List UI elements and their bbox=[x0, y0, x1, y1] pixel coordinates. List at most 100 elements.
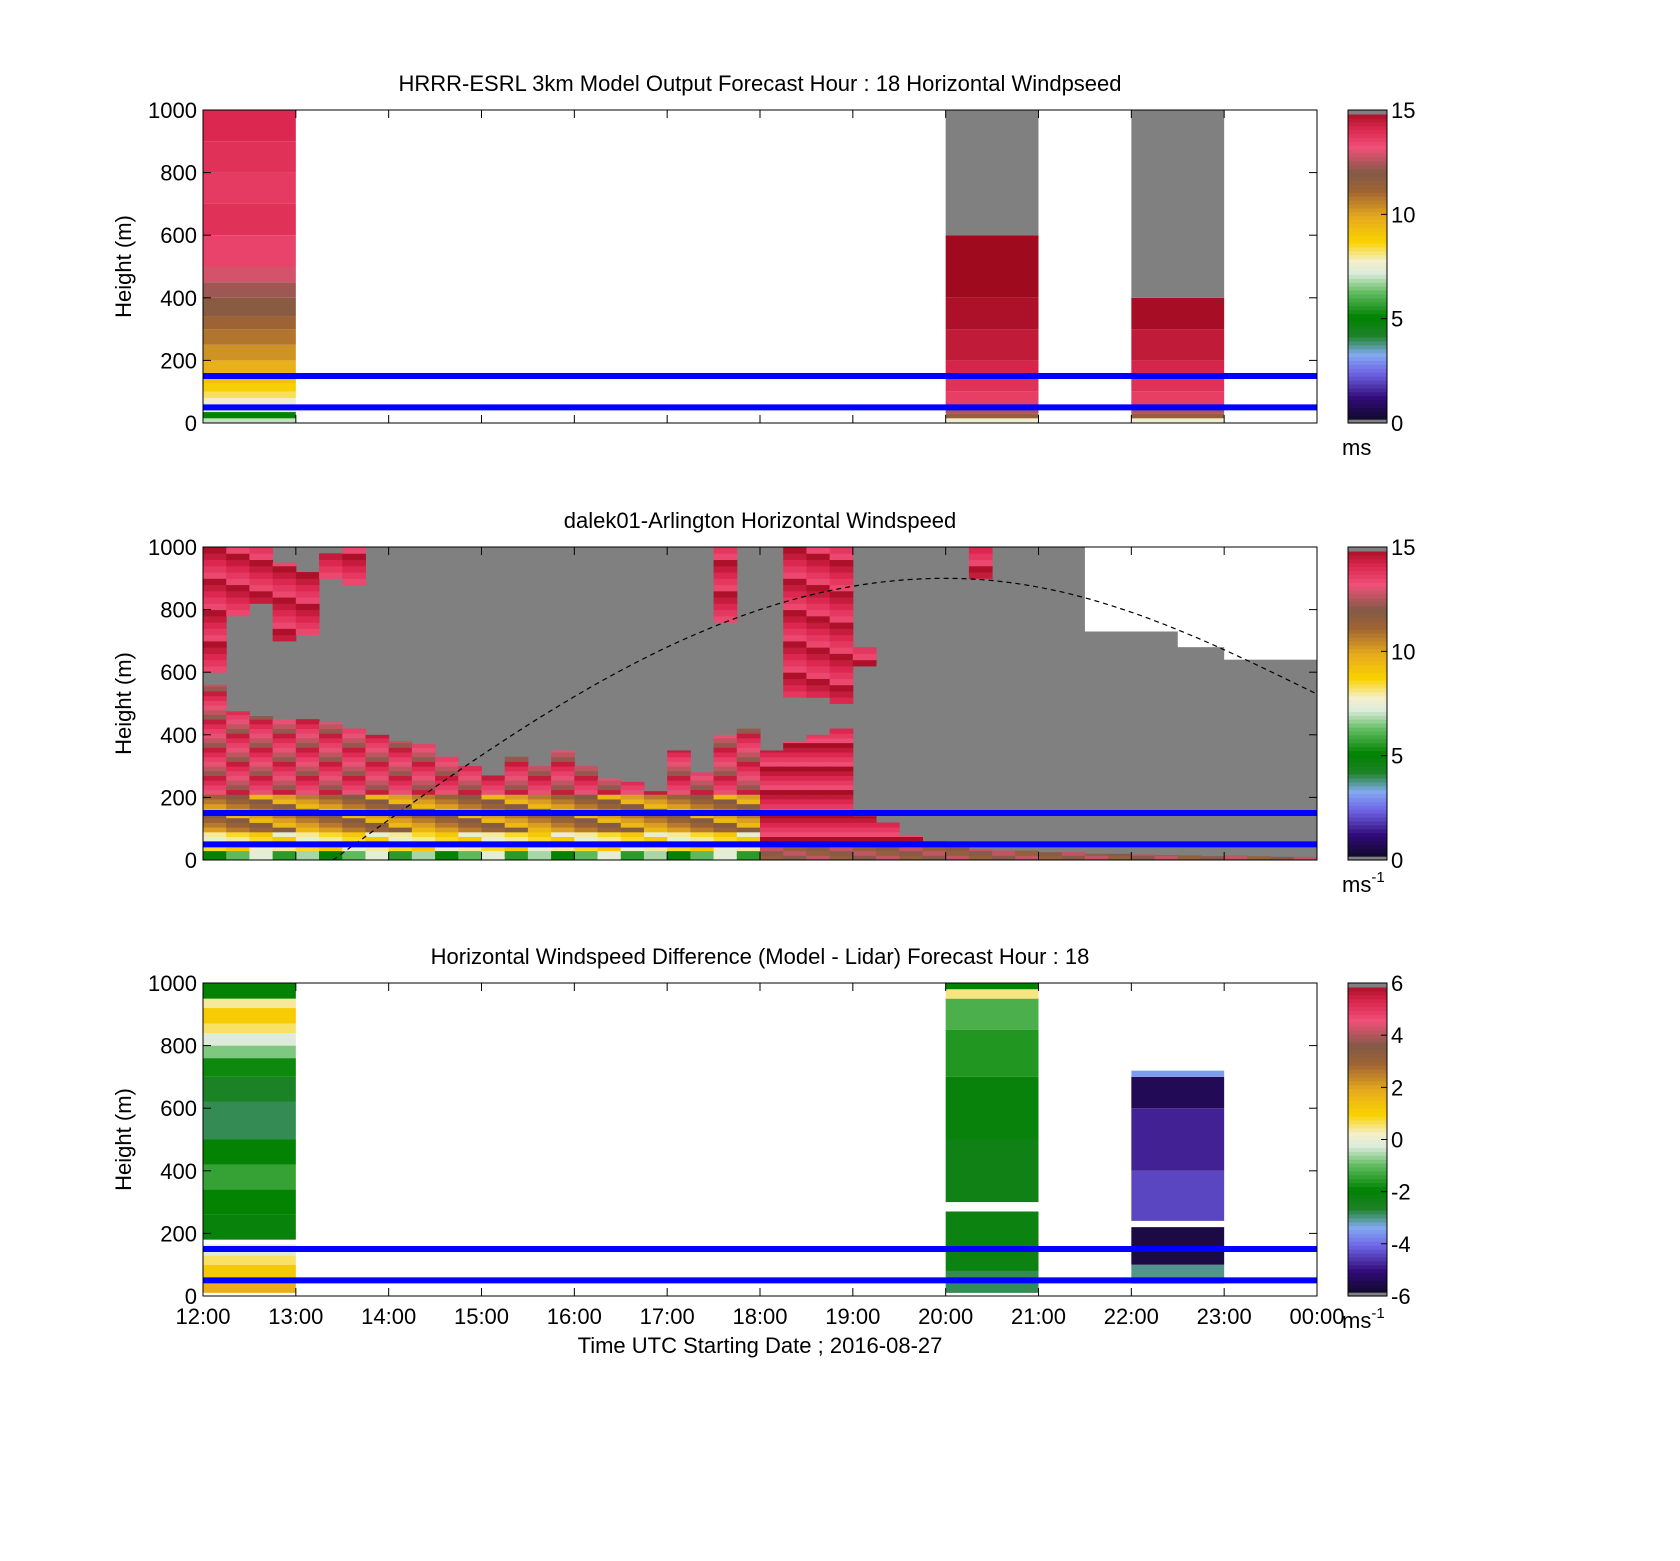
data-cell bbox=[249, 789, 274, 795]
data-cell bbox=[203, 609, 227, 617]
data-cell bbox=[249, 716, 274, 720]
data-cell bbox=[272, 784, 297, 791]
data-cell bbox=[783, 647, 807, 654]
colorbar-cell bbox=[1348, 676, 1387, 681]
data-cell bbox=[876, 855, 900, 861]
data-cell bbox=[760, 845, 784, 852]
data-cell bbox=[1293, 856, 1318, 861]
y-tick-label: 400 bbox=[160, 1159, 197, 1184]
data-cell bbox=[713, 756, 738, 762]
data-cell bbox=[806, 734, 831, 739]
data-cell bbox=[643, 803, 668, 809]
data-cell bbox=[852, 659, 877, 667]
data-cell bbox=[783, 775, 807, 781]
data-cell bbox=[481, 831, 506, 838]
data-cell bbox=[829, 584, 854, 592]
data-cell bbox=[783, 770, 807, 776]
colorbar-cell bbox=[1348, 1288, 1387, 1293]
data-cell bbox=[203, 597, 227, 604]
data-cell bbox=[713, 803, 738, 809]
data-cell bbox=[736, 742, 761, 748]
data-cell bbox=[968, 855, 993, 861]
data-cell bbox=[319, 733, 343, 739]
data-cell bbox=[226, 789, 250, 795]
data-cell bbox=[249, 737, 274, 744]
colorbar-cell bbox=[1348, 113, 1387, 119]
data-cell bbox=[643, 831, 668, 838]
data-cell bbox=[319, 553, 343, 561]
data-cell bbox=[342, 845, 366, 852]
data-cell bbox=[272, 590, 297, 598]
colorbar-cell bbox=[1348, 297, 1387, 303]
data-cell bbox=[829, 855, 854, 861]
data-cell bbox=[319, 789, 343, 795]
data-cell bbox=[435, 803, 459, 809]
data-cell bbox=[1177, 855, 1202, 861]
colorbar-cell bbox=[1348, 754, 1387, 759]
data-cell bbox=[411, 770, 436, 776]
data-cell bbox=[272, 850, 297, 856]
colorbar-cell bbox=[1348, 1241, 1387, 1246]
data-cell bbox=[249, 723, 274, 730]
data-cell bbox=[713, 609, 738, 617]
data-cell bbox=[783, 628, 807, 636]
data-cell bbox=[829, 590, 854, 598]
colorbar-cell bbox=[1348, 129, 1387, 135]
data-cell bbox=[945, 1139, 1039, 1203]
colorbar-cell bbox=[1348, 250, 1387, 256]
data-cell bbox=[713, 734, 738, 739]
data-cell bbox=[435, 775, 459, 781]
colorbar-cell bbox=[1348, 1159, 1387, 1164]
data-cell bbox=[829, 766, 854, 772]
data-cell bbox=[806, 678, 831, 686]
data-cell bbox=[806, 850, 831, 856]
data-cell bbox=[365, 845, 390, 852]
data-cell bbox=[226, 728, 250, 734]
data-cell bbox=[203, 578, 227, 586]
colorbar-cell bbox=[1348, 687, 1387, 693]
colorbar-cell bbox=[1348, 570, 1387, 575]
data-cell bbox=[783, 665, 807, 673]
data-cell bbox=[481, 850, 506, 856]
data-cell bbox=[365, 784, 390, 791]
data-cell bbox=[342, 737, 366, 744]
colorbar-cell bbox=[1348, 828, 1387, 834]
data-cell bbox=[388, 742, 413, 748]
data-cell bbox=[1224, 855, 1248, 861]
data-cell bbox=[388, 775, 413, 781]
data-cell bbox=[342, 836, 366, 842]
data-cell bbox=[319, 728, 343, 734]
x-axis-label: Time UTC Starting Date ; 2016-08-27 bbox=[578, 1333, 943, 1358]
data-cell bbox=[806, 665, 831, 673]
data-cell bbox=[527, 845, 552, 852]
data-cell bbox=[388, 752, 413, 758]
data-cell bbox=[435, 836, 459, 842]
colorbar-tick-label: 6 bbox=[1391, 971, 1403, 996]
colorbar-cell bbox=[1348, 411, 1387, 416]
data-cell bbox=[806, 672, 831, 679]
data-cell bbox=[829, 697, 854, 704]
colorbar-cell bbox=[1348, 1037, 1387, 1043]
data-cell bbox=[829, 547, 854, 554]
colorbar-cell bbox=[1348, 820, 1387, 826]
data-cell bbox=[713, 752, 738, 758]
data-cell bbox=[411, 831, 436, 838]
data-cell bbox=[272, 597, 297, 604]
data-cell bbox=[574, 780, 599, 786]
data-cell bbox=[203, 798, 227, 805]
data-cell bbox=[1200, 856, 1225, 861]
data-cell bbox=[574, 766, 599, 772]
data-cell bbox=[1131, 1070, 1225, 1077]
data-cell bbox=[365, 775, 390, 781]
data-cell bbox=[713, 742, 738, 748]
data-cell bbox=[388, 784, 413, 791]
data-cell bbox=[829, 784, 854, 791]
data-cell bbox=[760, 855, 784, 861]
data-cell bbox=[272, 855, 297, 861]
data-cell bbox=[783, 684, 807, 692]
colorbar-tick-label: 0 bbox=[1391, 1128, 1403, 1153]
y-axis-label: Height (m) bbox=[111, 215, 136, 318]
data-cell bbox=[1154, 854, 1179, 856]
data-cell bbox=[736, 817, 761, 823]
colorbar-cell bbox=[1348, 746, 1387, 752]
